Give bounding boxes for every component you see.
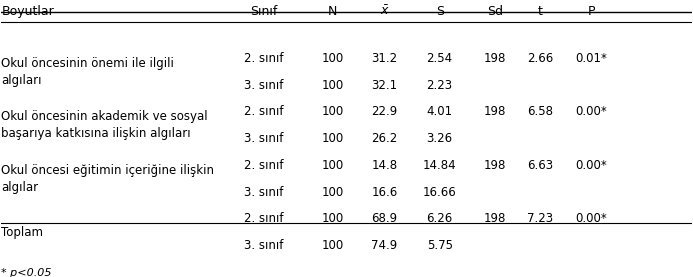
Text: 2. sınıf: 2. sınıf: [244, 106, 283, 119]
Text: N: N: [328, 5, 337, 18]
Text: Sd: Sd: [487, 5, 503, 18]
Text: Okul öncesinin önemi ile ilgili
algıları: Okul öncesinin önemi ile ilgili algıları: [1, 57, 174, 87]
Text: Boyutlar: Boyutlar: [1, 5, 54, 18]
Text: 198: 198: [484, 212, 506, 225]
Text: 3. sınıf: 3. sınıf: [244, 239, 283, 252]
Text: 100: 100: [322, 186, 344, 199]
Text: 100: 100: [322, 132, 344, 145]
Text: 31.2: 31.2: [371, 52, 398, 65]
Text: 2. sınıf: 2. sınıf: [244, 52, 283, 65]
Text: 16.6: 16.6: [371, 186, 398, 199]
Text: 100: 100: [322, 239, 344, 252]
Text: 2.23: 2.23: [427, 79, 453, 92]
Text: $\bar{x}$: $\bar{x}$: [380, 4, 389, 18]
Text: 6.26: 6.26: [427, 212, 453, 225]
Text: 0.00*: 0.00*: [576, 106, 607, 119]
Text: 7.23: 7.23: [527, 212, 553, 225]
Text: 3. sınıf: 3. sınıf: [244, 79, 283, 92]
Text: P: P: [588, 5, 595, 18]
Text: 198: 198: [484, 52, 506, 65]
Text: Okul öncesinin akademik ve sosyal
başarıya katkısına ilişkin algıları: Okul öncesinin akademik ve sosyal başarı…: [1, 110, 208, 140]
Text: S: S: [436, 5, 444, 18]
Text: 14.8: 14.8: [371, 159, 398, 172]
Text: Sınıf: Sınıf: [250, 5, 277, 18]
Text: 3.26: 3.26: [427, 132, 453, 145]
Text: 100: 100: [322, 106, 344, 119]
Text: 0.00*: 0.00*: [576, 212, 607, 225]
Text: 198: 198: [484, 159, 506, 172]
Text: 22.9: 22.9: [371, 106, 398, 119]
Text: t: t: [537, 5, 542, 18]
Text: 26.2: 26.2: [371, 132, 398, 145]
Text: Toplam: Toplam: [1, 225, 44, 238]
Text: 100: 100: [322, 212, 344, 225]
Text: Okul öncesi eğitimin içeriğine ilişkin
algılar: Okul öncesi eğitimin içeriğine ilişkin a…: [1, 164, 214, 194]
Text: 2.66: 2.66: [527, 52, 553, 65]
Text: 100: 100: [322, 52, 344, 65]
Text: 68.9: 68.9: [371, 212, 398, 225]
Text: 4.01: 4.01: [427, 106, 453, 119]
Text: 6.63: 6.63: [527, 159, 553, 172]
Text: 0.01*: 0.01*: [576, 52, 608, 65]
Text: 3. sınıf: 3. sınıf: [244, 186, 283, 199]
Text: 100: 100: [322, 79, 344, 92]
Text: 0.00*: 0.00*: [576, 159, 607, 172]
Text: 2.54: 2.54: [427, 52, 453, 65]
Text: 100: 100: [322, 159, 344, 172]
Text: 198: 198: [484, 106, 506, 119]
Text: 3. sınıf: 3. sınıf: [244, 132, 283, 145]
Text: 6.58: 6.58: [527, 106, 553, 119]
Text: 14.84: 14.84: [423, 159, 457, 172]
Text: 74.9: 74.9: [371, 239, 398, 252]
Text: 5.75: 5.75: [427, 239, 453, 252]
Text: 2. sınıf: 2. sınıf: [244, 159, 283, 172]
Text: * p<0.05: * p<0.05: [1, 268, 52, 277]
Text: 16.66: 16.66: [423, 186, 457, 199]
Text: 32.1: 32.1: [371, 79, 398, 92]
Text: 2. sınıf: 2. sınıf: [244, 212, 283, 225]
